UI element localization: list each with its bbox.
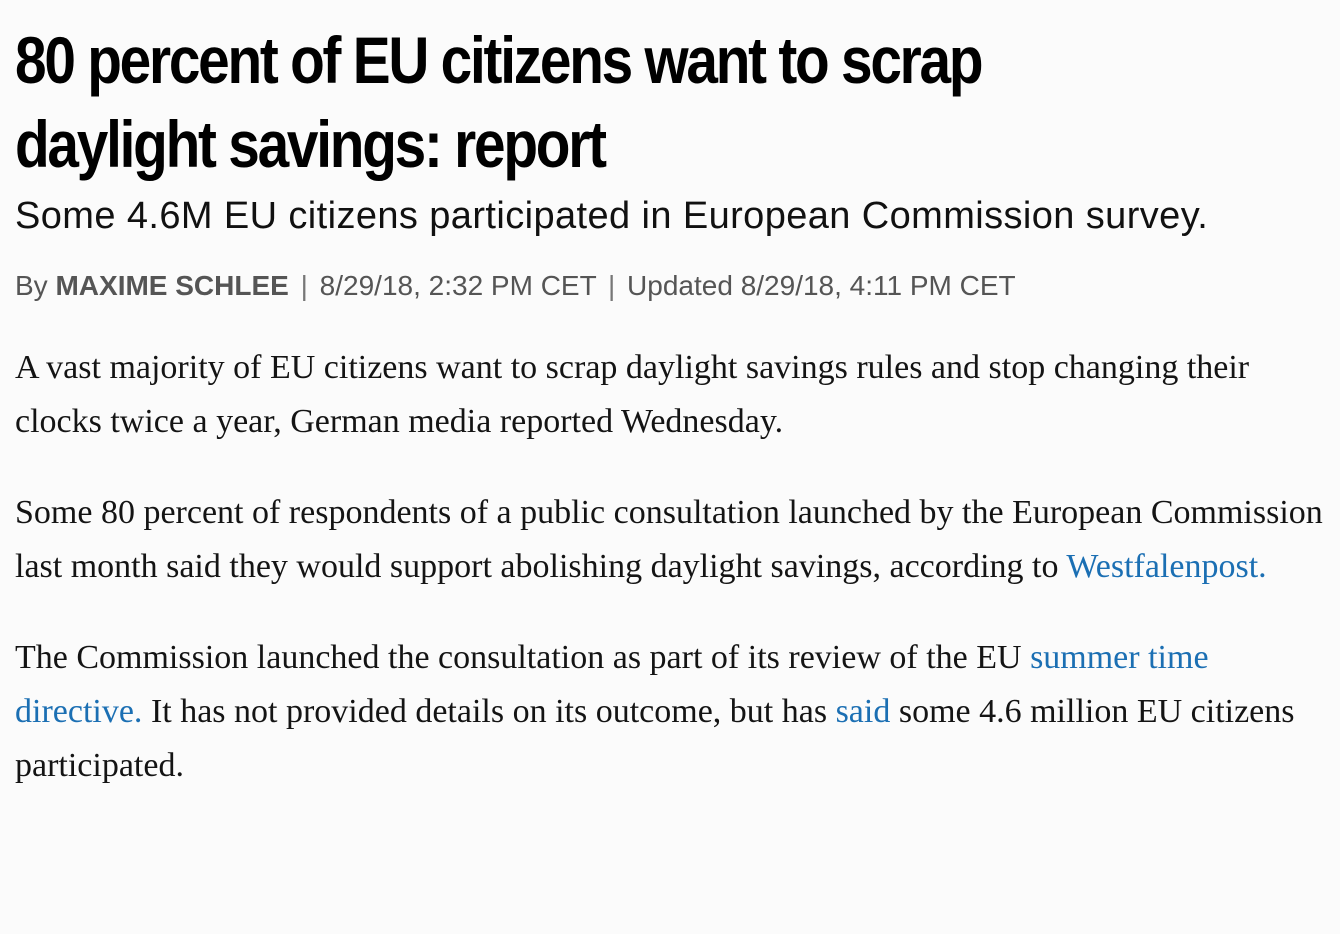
published-timestamp: 8/29/18, 2:32 PM CET xyxy=(319,270,597,301)
article-body: A vast majority of EU citizens want to s… xyxy=(15,341,1325,793)
paragraph-3-text-before: The Commission launched the consultation… xyxy=(15,639,1031,676)
byline-by-label: By xyxy=(15,270,48,301)
paragraph-3-text-middle: It has not provided details on its outco… xyxy=(142,693,836,730)
byline-separator-2: | xyxy=(607,270,616,301)
said-link[interactable]: said xyxy=(835,693,891,730)
paragraph-2: Some 80 percent of respondents of a publ… xyxy=(15,486,1325,594)
article: 80 percent of EU citizens want to scrap … xyxy=(15,18,1325,793)
byline-separator: | xyxy=(300,270,308,301)
paragraph-1: A vast majority of EU citizens want to s… xyxy=(15,349,1250,440)
author-link[interactable]: MAXIME SCHLEE xyxy=(55,270,289,301)
updated-label: Updated xyxy=(627,270,733,301)
headline: 80 percent of EU citizens want to scrap … xyxy=(15,23,984,181)
paragraph-3-text-after: some 4.6 million EU citizens participate… xyxy=(15,693,1295,784)
summer-time-directive-link[interactable]: summer time directive. xyxy=(15,639,1209,730)
byline: By MAXIME SCHLEE | 8/29/18, 2:32 PM CET … xyxy=(15,266,1325,306)
subheadline: Some 4.6M EU citizens participated in Eu… xyxy=(15,195,1209,237)
paragraph-2-text: Some 80 percent of respondents of a publ… xyxy=(15,494,1323,585)
updated-timestamp: 8/29/18, 4:11 PM CET xyxy=(740,270,1016,301)
paragraph-3: The Commission launched the consultation… xyxy=(15,631,1325,793)
westfalenpost-link[interactable]: Westfalenpost. xyxy=(1066,548,1267,585)
